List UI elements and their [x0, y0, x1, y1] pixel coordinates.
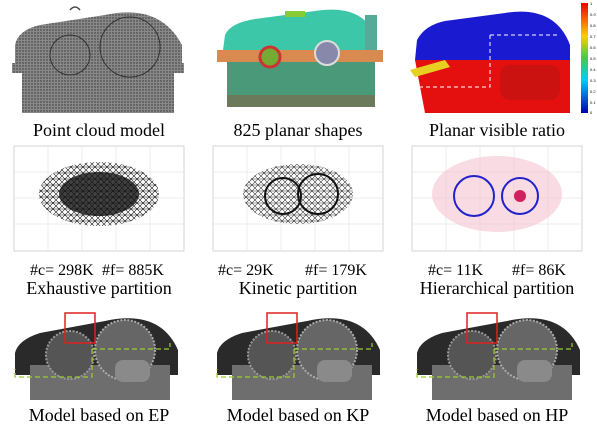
- colorbar-label: 0.4: [590, 67, 596, 72]
- colorbar-label: 1: [590, 1, 593, 6]
- kinetic-partition-image: [213, 146, 383, 251]
- colorbar: 1 0.9 0.8 0.7 0.6 0.5 0.4 0.3 0.2 0.1 0: [581, 1, 596, 115]
- caption: Hierarchical partition: [420, 278, 574, 298]
- visible-ratio-image: [410, 12, 570, 113]
- colorbar-label: 0.9: [590, 12, 596, 17]
- colorbar-label: 0.3: [590, 78, 596, 83]
- colorbar-label: 0.5: [590, 56, 596, 61]
- faces-count: #f= 179K: [305, 262, 367, 279]
- hierarchical-partition-image: [412, 146, 582, 251]
- cells-count: #c= 11K: [428, 262, 484, 279]
- caption: Exhaustive partition: [26, 278, 171, 298]
- figure: Point cloud model 825 planar shapes 1 0.…: [0, 0, 597, 427]
- caption: Model based on HP: [426, 405, 569, 425]
- model-hp-image: [417, 313, 580, 400]
- faces-count: #f= 86K: [512, 262, 566, 279]
- caption: Kinetic partition: [239, 278, 357, 298]
- point-cloud-image: [12, 7, 184, 113]
- caption: 825 planar shapes: [234, 120, 363, 140]
- colorbar-label: 0.8: [590, 23, 596, 28]
- caption: Planar visible ratio: [429, 120, 565, 140]
- caption: Model based on KP: [227, 405, 370, 425]
- colorbar-label: 0.2: [590, 89, 596, 94]
- faces-count: #f= 885K: [102, 262, 164, 279]
- planar-shapes-image: [217, 10, 383, 107]
- colorbar-label: 0.6: [590, 45, 596, 50]
- cells-count: #c= 29K: [218, 262, 274, 279]
- colorbar-label: 0.7: [590, 34, 596, 39]
- cells-count: #c= 298K: [30, 262, 94, 279]
- colorbar-label: 0: [590, 110, 593, 115]
- model-kp-image: [217, 313, 380, 400]
- exhaustive-partition-image: [14, 146, 184, 251]
- colorbar-label: 0.1: [590, 100, 596, 105]
- caption: Model based on EP: [29, 405, 169, 425]
- caption: Point cloud model: [33, 120, 165, 140]
- model-ep-image: [15, 313, 178, 400]
